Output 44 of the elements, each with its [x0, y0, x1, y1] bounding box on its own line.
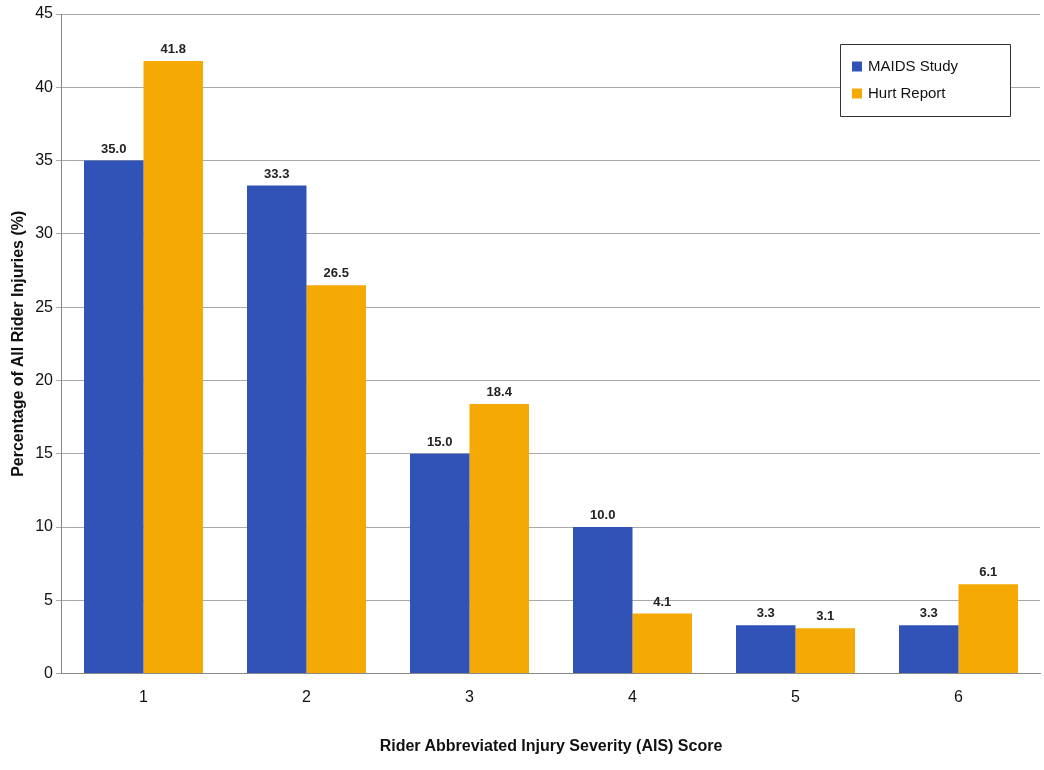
data-label: 35.0 — [101, 140, 127, 156]
data-label: 3.3 — [756, 605, 775, 621]
data-label: 33.3 — [264, 165, 290, 181]
bar — [573, 527, 633, 674]
y-axis-title: Percentage of All Rider Injuries (%) — [9, 210, 27, 477]
x-tick-label: 3 — [465, 687, 475, 705]
bar — [469, 403, 529, 674]
x-tick-label: 1 — [139, 687, 149, 705]
data-label: 3.1 — [816, 608, 835, 624]
y-tick-label: 35 — [35, 150, 54, 168]
bar — [410, 453, 470, 674]
data-label: 15.0 — [427, 433, 453, 449]
data-label: 6.1 — [979, 564, 998, 580]
y-tick-label: 10 — [35, 517, 54, 535]
bar — [84, 160, 144, 674]
y-tick-label: 5 — [44, 590, 54, 608]
y-tick-label: 0 — [44, 664, 54, 682]
y-tick-label: 30 — [35, 224, 54, 242]
y-tick-label: 20 — [35, 370, 54, 388]
data-label: 41.8 — [160, 40, 186, 56]
x-tick-label: 6 — [954, 687, 964, 705]
y-tick-label: 45 — [35, 4, 54, 22]
bar — [247, 185, 307, 674]
x-tick-label: 2 — [302, 687, 312, 705]
data-label: 3.3 — [919, 605, 938, 621]
data-label: 10.0 — [590, 507, 616, 523]
y-tick-label: 15 — [35, 444, 54, 462]
x-axis-title: Rider Abbreviated Injury Severity (AIS) Score — [379, 736, 723, 754]
x-tick-label: 4 — [628, 687, 638, 705]
bar — [899, 625, 959, 674]
data-label: 18.4 — [486, 383, 513, 399]
bar — [795, 628, 855, 674]
bar — [958, 584, 1018, 674]
bar — [736, 625, 796, 674]
data-label: 26.5 — [323, 265, 349, 281]
legend-label: Hurt Report — [868, 83, 947, 101]
legend-label: MAIDS Study — [868, 56, 959, 74]
y-tick-label: 25 — [35, 297, 54, 315]
data-label: 4.1 — [653, 593, 672, 609]
y-tick-label: 40 — [35, 77, 54, 95]
bar — [306, 285, 366, 674]
bar — [143, 60, 203, 674]
bar — [632, 613, 692, 674]
x-tick-label: 5 — [791, 687, 801, 705]
